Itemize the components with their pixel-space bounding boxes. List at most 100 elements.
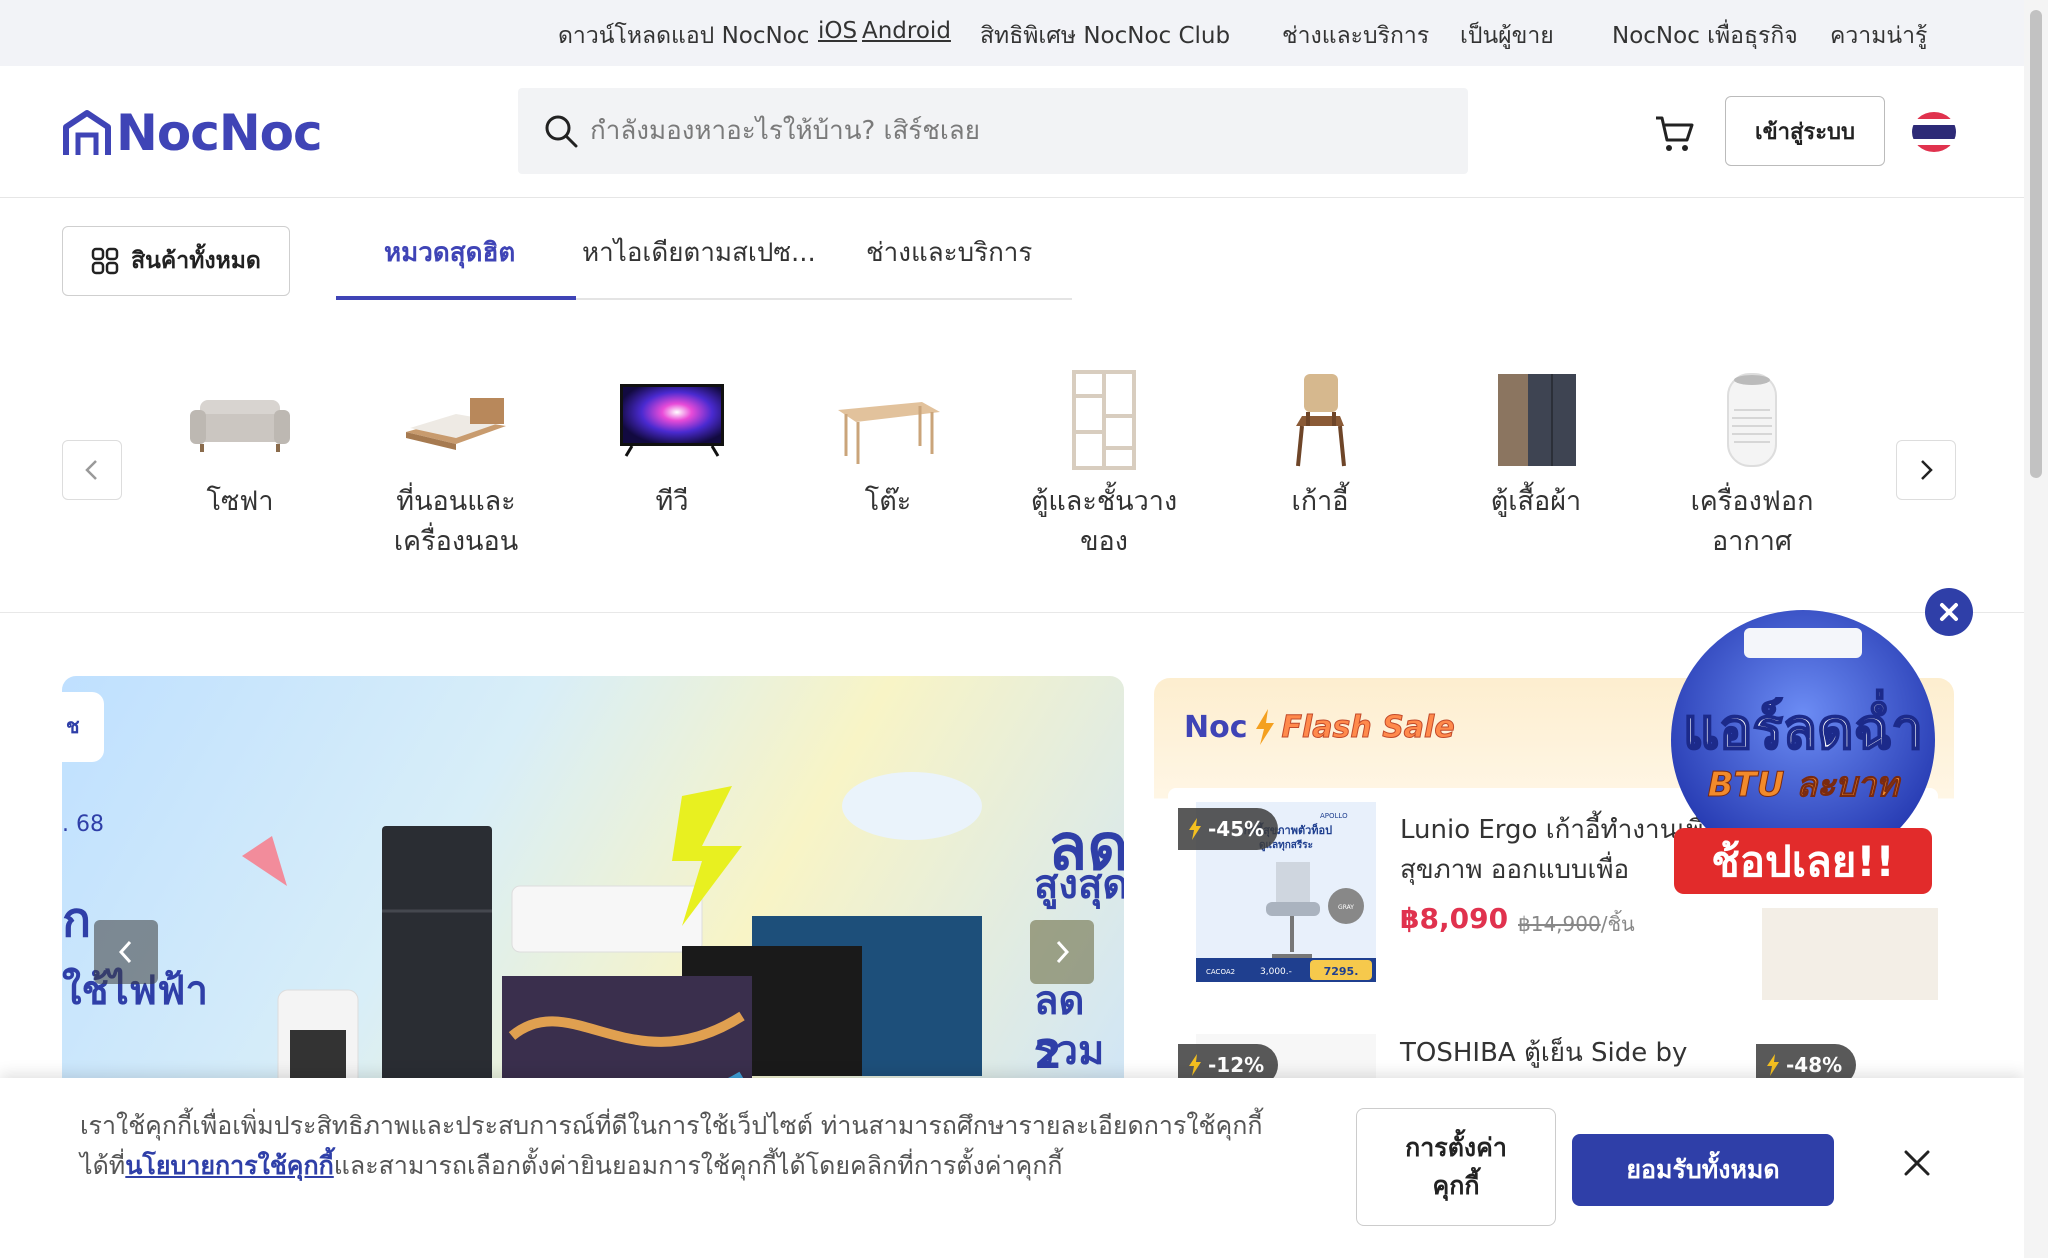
cookie-message: เราใช้คุกกี้เพื่อเพิ่มประสิทธิภาพและประส… bbox=[80, 1111, 1263, 1180]
category-tabs: หมวดสุดฮิต หาไอเดียตามสเปซ... ช่างและบริ… bbox=[336, 226, 1072, 300]
category-label: เครื่องฟอก อากาศ bbox=[1690, 486, 1814, 557]
cart-button[interactable] bbox=[1652, 110, 1698, 156]
logo-wordmark: NocNoc bbox=[116, 104, 323, 162]
lightning-icon bbox=[1189, 1054, 1201, 1076]
active-tab-underline bbox=[336, 296, 576, 300]
cookie-policy-link[interactable]: นโยบายการใช้คุกกี้ bbox=[125, 1151, 334, 1180]
tv-image bbox=[620, 384, 724, 457]
android-link[interactable]: Android bbox=[862, 18, 951, 44]
category-wardrobe[interactable]: ตู้เสื้อผ้า bbox=[1438, 354, 1634, 582]
thumbnail-badge: GRAY bbox=[1338, 904, 1354, 911]
become-seller-link[interactable]: เป็นผู้ขาย bbox=[1460, 23, 1554, 49]
product-original-price: ฿14,900/ชิ้น bbox=[1518, 912, 1635, 936]
promo-subline: BTU ละบาท bbox=[1708, 765, 1902, 805]
flash-product-card[interactable]: APOLLO เก้าอี้สุขภาพตัวท็อป ดูแลทุกสรีระ… bbox=[1168, 788, 1728, 1010]
services-link[interactable]: ช่างและบริการ bbox=[1282, 23, 1430, 49]
promo-headline: แอร์ลดฉ่ำ bbox=[1683, 689, 1923, 762]
category-bedding[interactable]: ที่นอนและ เครื่องนอน bbox=[358, 354, 554, 582]
close-icon bbox=[1904, 1150, 1930, 1176]
product-price: ฿8,090 bbox=[1400, 902, 1509, 935]
promo-graphic: แอร์ลดฉ่ำ BTU ละบาท ช้อปเลย!! bbox=[1671, 610, 1935, 894]
cookie-consent-bar: เราใช้คุกกี้เพื่อเพิ่มประสิทธิภาพและประส… bbox=[0, 1078, 2024, 1258]
category-table[interactable]: โต๊ะ bbox=[790, 354, 986, 582]
category-tv[interactable]: ทีวี bbox=[574, 354, 770, 582]
chair-image bbox=[1296, 374, 1346, 467]
page-scrollbar[interactable] bbox=[2024, 0, 2048, 1258]
flash-noc-label: Noc bbox=[1184, 709, 1248, 745]
promo-close-button[interactable] bbox=[1925, 588, 1973, 636]
banner-text: . 68 bbox=[62, 812, 104, 837]
cart-icon bbox=[1656, 116, 1694, 151]
product-name: Lunio Ergo เก้าอี้ทำงานเพื่อสุขภาพ ออกแบ… bbox=[1400, 815, 1720, 885]
nocnoc-logo[interactable]: NocNoc bbox=[62, 104, 323, 162]
thai-flag-language-icon[interactable] bbox=[1912, 112, 1956, 152]
lightning-icon bbox=[1189, 818, 1201, 840]
category-label: โซฟา bbox=[206, 486, 274, 517]
banner-text: ลด bbox=[1048, 811, 1124, 885]
category-label: ที่นอนและ เครื่องนอน bbox=[393, 486, 519, 557]
category-next-button[interactable] bbox=[1896, 440, 1956, 500]
banner-next-button[interactable] bbox=[1030, 920, 1094, 984]
chevron-right-icon bbox=[1056, 940, 1070, 964]
chevron-left-icon bbox=[85, 460, 97, 480]
thumbnail-price: 7295. bbox=[1324, 965, 1359, 978]
promo-cta: ช้อปเลย!! bbox=[1711, 837, 1894, 886]
discount-badge: -45% bbox=[1178, 808, 1279, 850]
thumbnail-model: CACOA2 bbox=[1206, 968, 1235, 976]
banner-text: ลด 2 bbox=[1034, 978, 1085, 1078]
air-purifier-image bbox=[1727, 373, 1777, 467]
shelf-image bbox=[1072, 370, 1136, 470]
nocnoc-club-link[interactable]: สิทธิพิเศษ NocNoc Club bbox=[980, 23, 1231, 49]
sofa-image bbox=[190, 400, 290, 452]
section-divider bbox=[0, 612, 2024, 613]
all-products-label: สินค้าทั้งหมด bbox=[131, 248, 261, 274]
house-logo-icon bbox=[63, 110, 111, 155]
all-products-button[interactable]: สินค้าทั้งหมด bbox=[62, 226, 290, 296]
search-input[interactable] bbox=[590, 88, 1450, 174]
banner-label-tab: ช bbox=[62, 692, 104, 762]
site-header bbox=[0, 66, 2024, 198]
ios-link[interactable]: iOS bbox=[818, 18, 858, 44]
nocnoc-business-link[interactable]: NocNoc เพื่อธุรกิจ bbox=[1612, 23, 1798, 49]
category-prev-button[interactable] bbox=[62, 440, 122, 500]
lightning-icon bbox=[1255, 709, 1274, 745]
grid-icon bbox=[91, 247, 119, 275]
thumbnail-small-price: 3,000.- bbox=[1260, 967, 1292, 977]
tab-hot-categories[interactable]: หมวดสุดฮิต bbox=[384, 238, 516, 268]
search-bar bbox=[518, 88, 1468, 174]
bed-image bbox=[406, 398, 506, 450]
cookie-close-button[interactable] bbox=[1892, 1138, 1942, 1188]
chevron-right-icon bbox=[1921, 460, 1933, 480]
category-label: ทีวี bbox=[655, 486, 689, 517]
wardrobe-image bbox=[1498, 374, 1576, 466]
tab-ideas-by-space[interactable]: หาไอเดียตามสเปซ... bbox=[582, 238, 816, 268]
close-icon bbox=[1940, 603, 1958, 621]
search-button[interactable] bbox=[518, 88, 604, 174]
knowledge-link[interactable]: ความน่ารู้ bbox=[1830, 23, 1928, 49]
flash-sale-label: Flash Sale bbox=[1281, 709, 1455, 745]
banner-text: สูงสุด bbox=[1034, 862, 1124, 908]
thumbnail-brand: APOLLO bbox=[1320, 812, 1348, 820]
product-name: TOSHIBA ตู้เย็น Side by bbox=[1400, 1038, 1688, 1068]
category-label: ตู้เสื้อผ้า bbox=[1490, 486, 1582, 517]
category-shelves[interactable]: ตู้และชั้นวาง ของ bbox=[1006, 354, 1202, 582]
flash-sale-title: Noc Flash Sale bbox=[1184, 702, 1455, 752]
search-icon bbox=[545, 115, 578, 148]
download-app-text: ดาวน์โหลดแอป NocNoc bbox=[558, 23, 810, 49]
banner-text: ช bbox=[66, 714, 80, 738]
scrollbar-thumb[interactable] bbox=[2030, 10, 2042, 478]
tab-services[interactable]: ช่างและบริการ bbox=[866, 238, 1033, 268]
banner-prev-button[interactable] bbox=[94, 920, 158, 984]
accept-all-cookies-button[interactable]: ยอมรับทั้งหมด bbox=[1572, 1134, 1834, 1206]
category-chair[interactable]: เก้าอี้ bbox=[1222, 354, 1418, 582]
category-label: โต๊ะ bbox=[864, 486, 912, 517]
table-image bbox=[838, 402, 940, 464]
top-utility-bar: ดาวน์โหลดแอป NocNoc iOS Android สิทธิพิเ… bbox=[0, 0, 2024, 66]
category-air-purifier[interactable]: เครื่องฟอก อากาศ bbox=[1654, 354, 1850, 582]
category-sofa[interactable]: โซฟา bbox=[142, 354, 338, 582]
banner-text: ก bbox=[62, 892, 92, 948]
cookie-settings-button[interactable]: การตั้งค่า คุกกี้ bbox=[1356, 1108, 1556, 1226]
category-label: ตู้และชั้นวาง ของ bbox=[1030, 486, 1178, 557]
aircon-promo-popup[interactable]: แอร์ลดฉ่ำ BTU ละบาท ช้อปเลย!! bbox=[1664, 600, 1942, 910]
login-button[interactable]: เข้าสู่ระบบ bbox=[1725, 96, 1885, 166]
